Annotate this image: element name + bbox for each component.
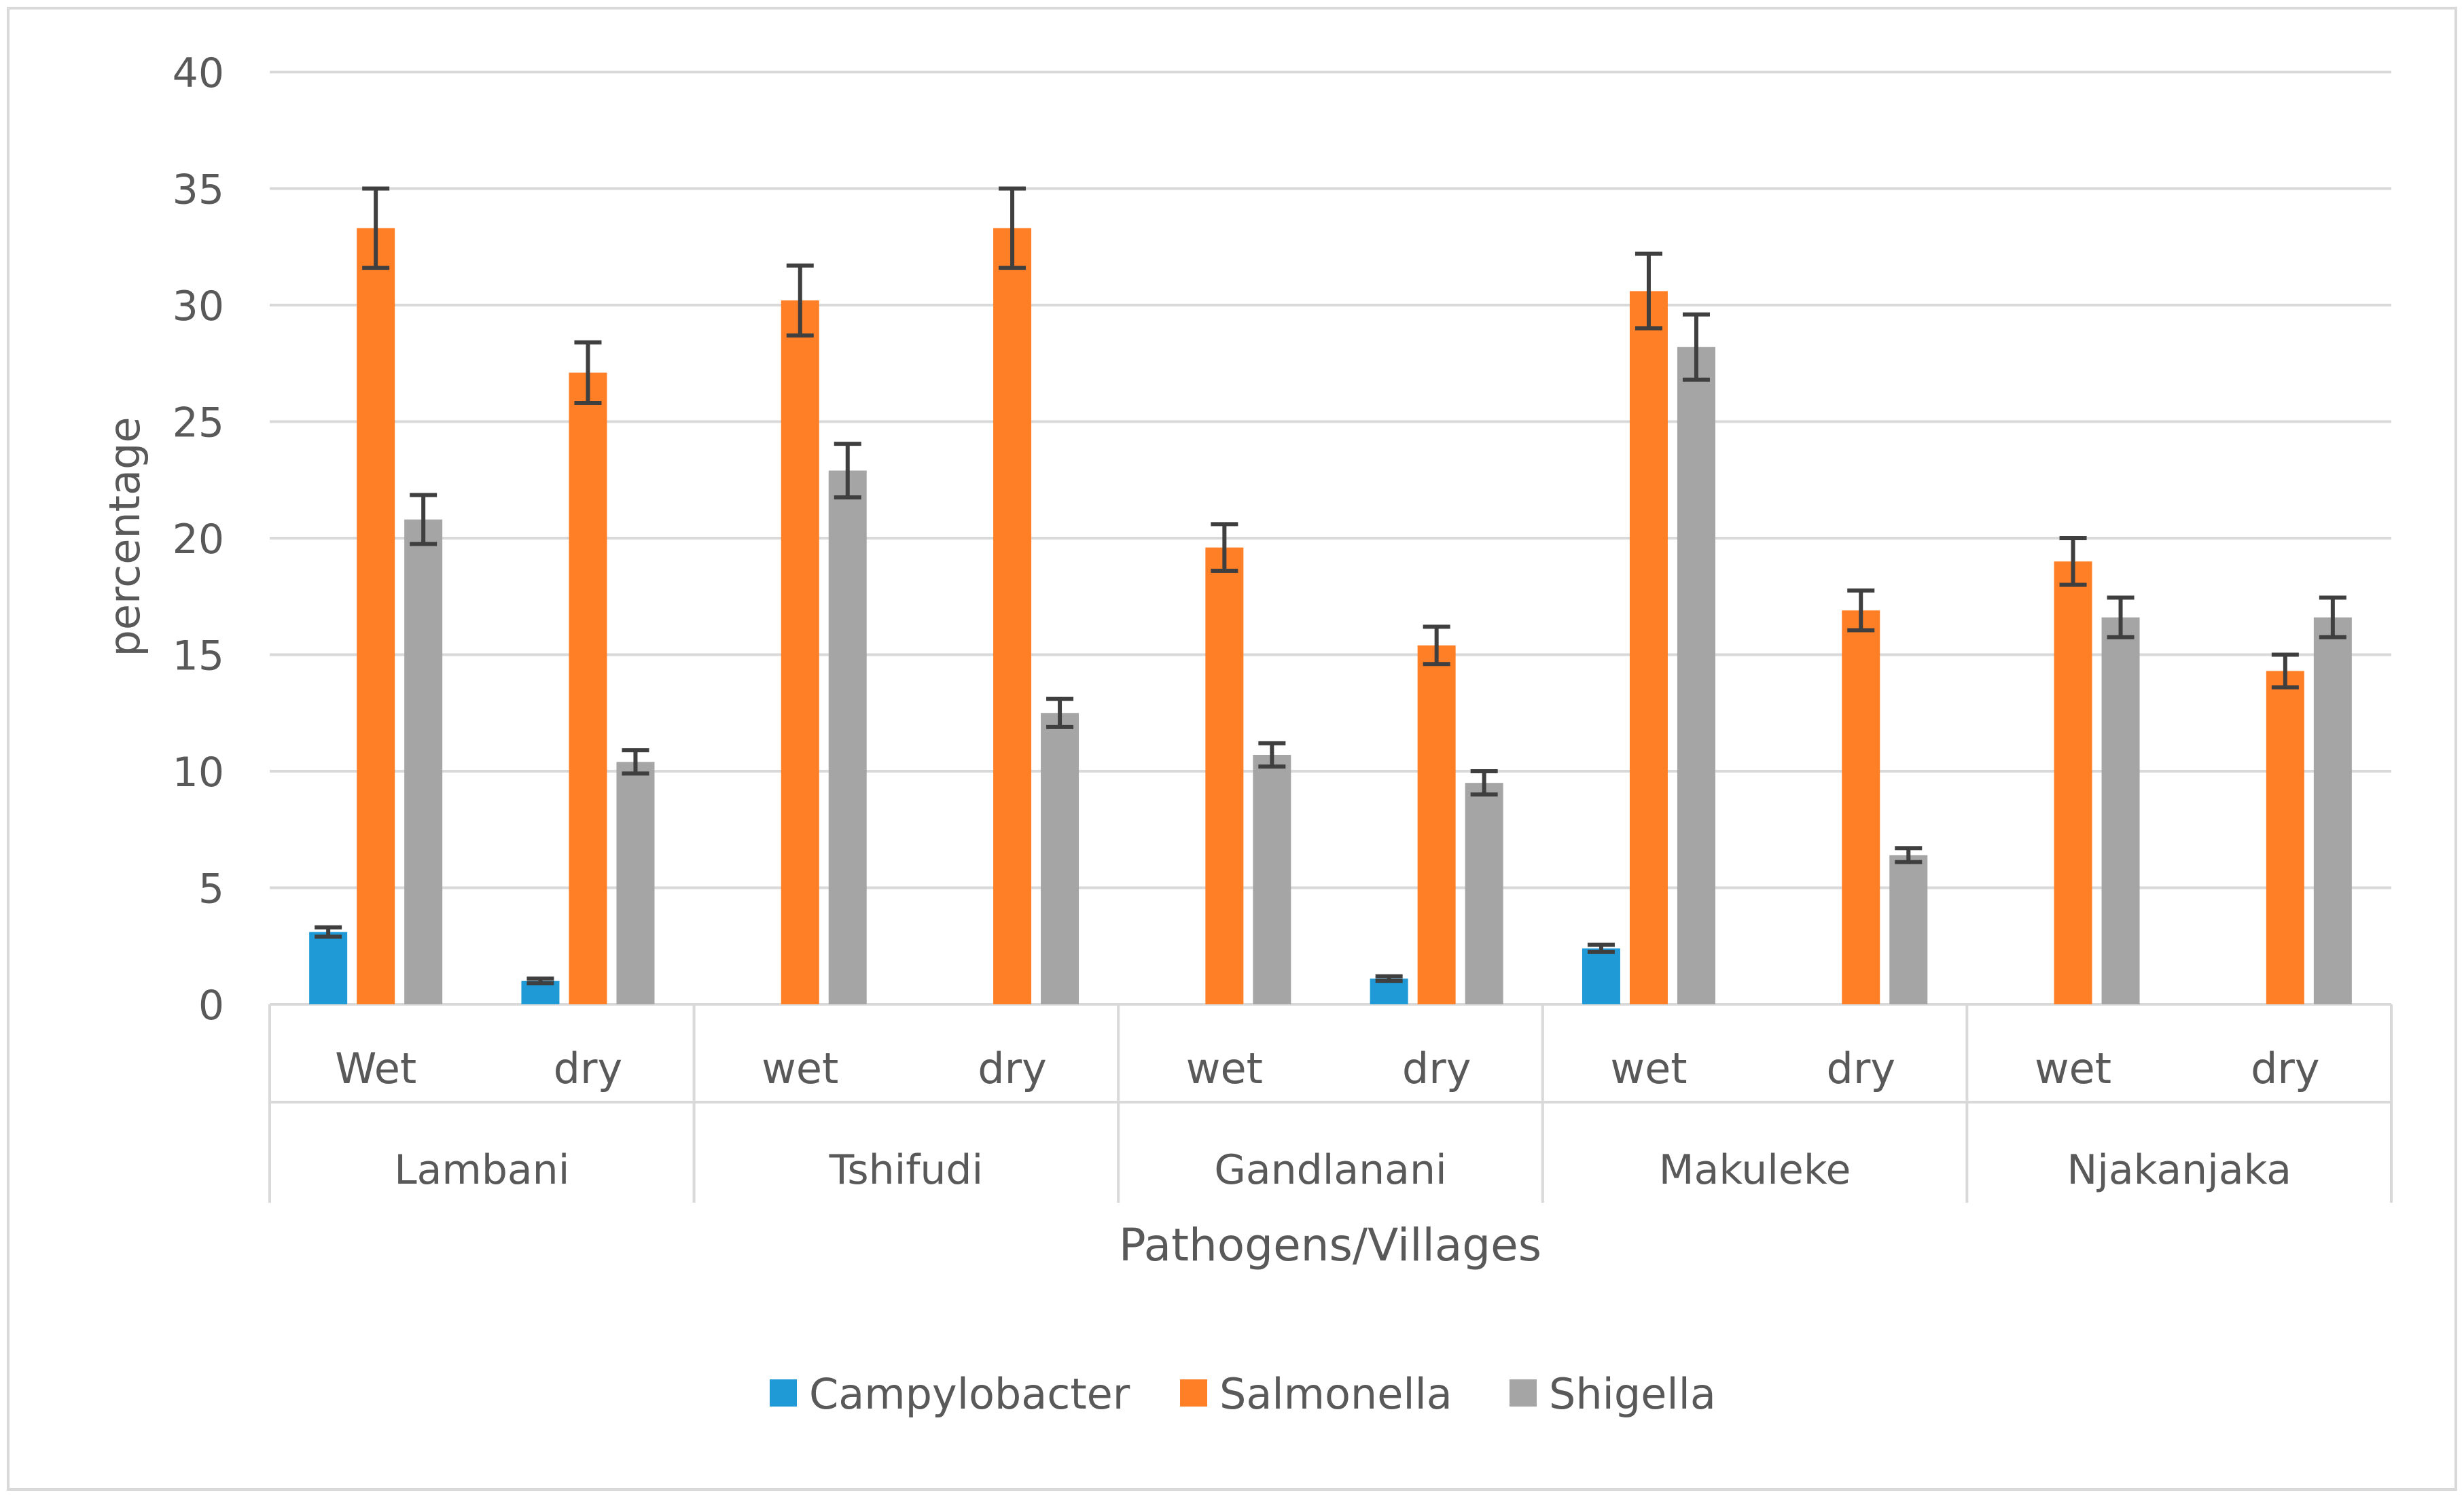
- legend-swatch-shigella: [1510, 1379, 1537, 1407]
- season-label: dry: [1402, 1044, 1471, 1093]
- season-label: wet: [762, 1044, 838, 1093]
- y-tick-label: 5: [198, 866, 224, 913]
- bar-salmonella: [357, 228, 395, 1004]
- bar-shigella: [1889, 855, 1928, 1004]
- bar-salmonella: [1417, 645, 1456, 1004]
- bar-salmonella: [1842, 610, 1880, 1004]
- bar-shigella: [616, 762, 655, 1004]
- bar-shigella: [1677, 347, 1715, 1004]
- legend: Campylobacter Salmonella Shigella: [770, 1369, 1716, 1419]
- season-label: dry: [2251, 1044, 2320, 1093]
- season-label: Wet: [335, 1044, 416, 1093]
- bar-shigella: [828, 470, 867, 1004]
- bar-salmonella: [2266, 671, 2304, 1004]
- village-label: Gandlanani: [1214, 1146, 1446, 1194]
- bar-shigella: [1041, 713, 1079, 1004]
- bars: [309, 228, 2352, 1004]
- y-tick-label: 35: [173, 166, 224, 214]
- season-label: dry: [554, 1044, 623, 1093]
- y-tick-label: 30: [173, 283, 224, 330]
- y-tick-label: 20: [173, 516, 224, 563]
- bar-shigella: [2313, 617, 2352, 1004]
- bar-salmonella: [1629, 291, 1668, 1004]
- legend-label-shigella: Shigella: [1549, 1369, 1716, 1419]
- bar-salmonella: [781, 300, 819, 1004]
- bar-salmonella: [1205, 547, 1244, 1004]
- y-tick-label: 10: [173, 749, 224, 796]
- bar-campylobacter: [309, 932, 348, 1004]
- legend-swatch-campylobacter: [770, 1379, 797, 1407]
- bar-shigella: [404, 519, 443, 1004]
- y-tick-label: 15: [173, 633, 224, 680]
- y-tick-label: 40: [173, 50, 224, 97]
- bar-campylobacter: [1582, 948, 1620, 1004]
- season-label: wet: [1186, 1044, 1263, 1093]
- village-label: Makuleke: [1659, 1146, 1851, 1194]
- season-label: wet: [2035, 1044, 2111, 1093]
- village-label: Lambani: [394, 1146, 569, 1194]
- y-axis-title: percentage: [100, 417, 149, 657]
- error-bars: [315, 186, 2346, 986]
- legend-swatch-salmonella: [1180, 1379, 1207, 1407]
- bar-salmonella: [2054, 561, 2092, 1004]
- legend-label-campylobacter: Campylobacter: [809, 1369, 1130, 1419]
- y-tick-label: 25: [173, 400, 224, 447]
- bar-salmonella: [993, 228, 1032, 1004]
- season-label: wet: [1610, 1044, 1687, 1093]
- axis-labels: 0 5 10 15 20 25 30 35 40 Wet dry Lambani wet dry Tshif…: [173, 50, 2320, 1194]
- y-tick-label: 0: [198, 982, 224, 1029]
- x-axis-title: Pathogens/Villages: [1119, 1219, 1541, 1271]
- village-label: Njakanjaka: [2067, 1146, 2291, 1194]
- bar-shigella: [1465, 783, 1503, 1004]
- season-label: dry: [978, 1044, 1047, 1093]
- season-label: dry: [1826, 1044, 1895, 1093]
- bar-shigella: [1253, 754, 1291, 1004]
- village-label: Tshifudi: [829, 1146, 984, 1194]
- legend-label-salmonella: Salmonella: [1219, 1369, 1452, 1419]
- bar-shigella: [2101, 617, 2140, 1004]
- bar-salmonella: [569, 372, 607, 1004]
